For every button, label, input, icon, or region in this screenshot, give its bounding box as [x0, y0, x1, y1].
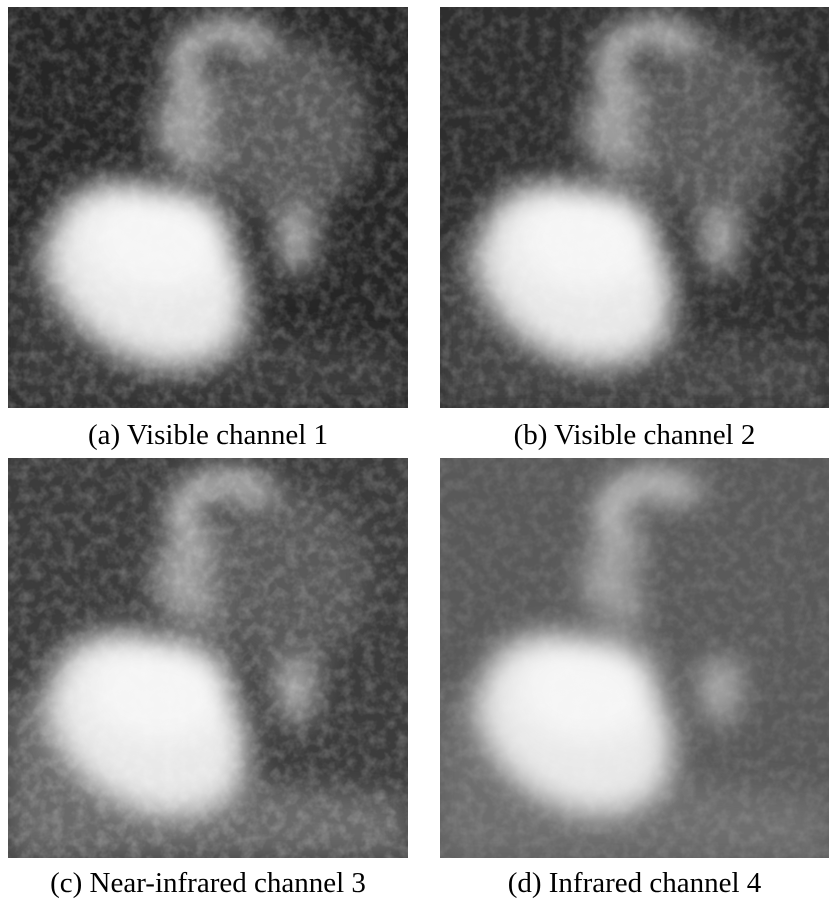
satellite-image: [440, 458, 829, 858]
caption: (b) Visible channel 2: [440, 419, 829, 452]
satellite-image: [8, 458, 408, 858]
satellite-image: [8, 7, 408, 408]
caption: (a) Visible channel 1: [8, 419, 408, 452]
caption: (c) Near-infrared channel 3: [8, 867, 408, 900]
figure: (a) Visible channel 1 (b) Visible channel…: [0, 0, 830, 903]
satellite-image: [440, 7, 829, 408]
caption: (d) Infrared channel 4: [440, 867, 829, 900]
